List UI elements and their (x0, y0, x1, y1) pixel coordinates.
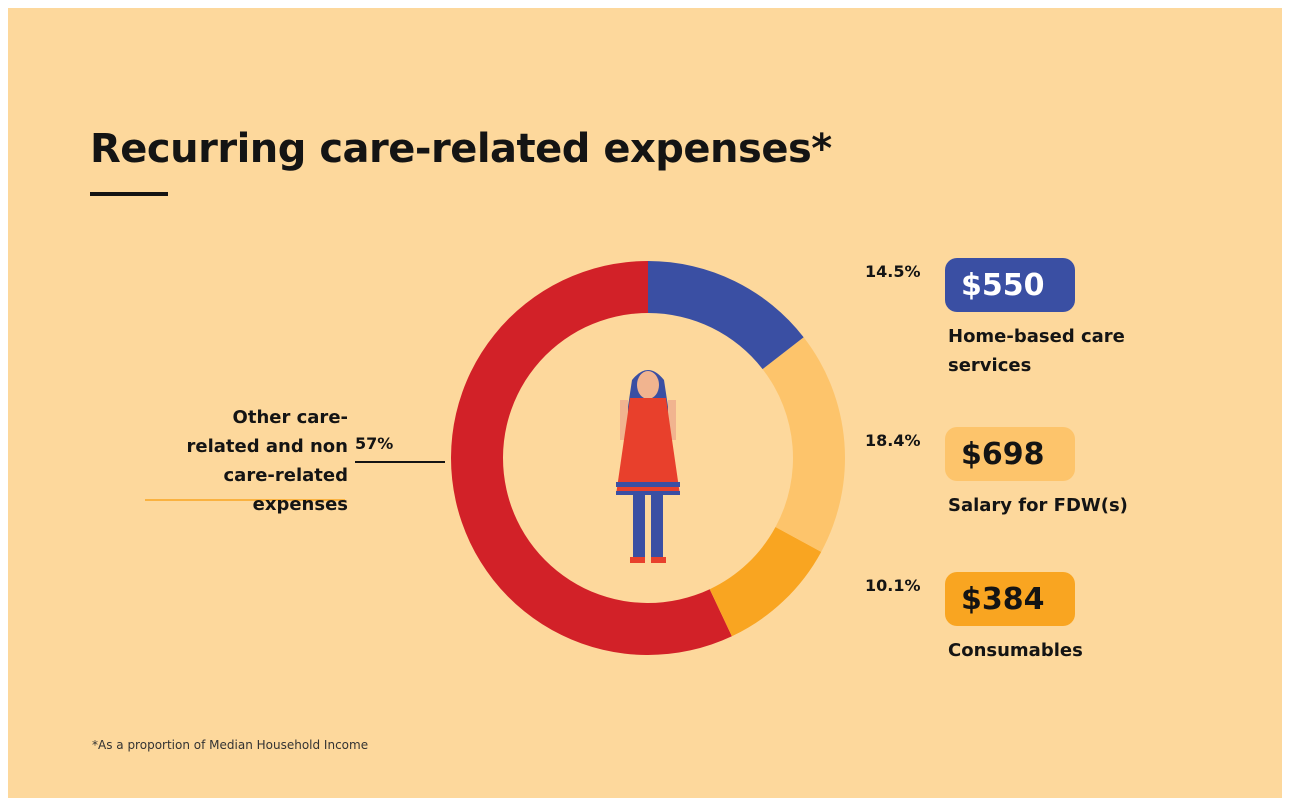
category-label: Salary for FDW(s) (948, 491, 1208, 520)
amount-badge: $384 (945, 572, 1075, 626)
percent-label: 14.5% (865, 262, 921, 281)
percent-label: 57% (355, 434, 393, 453)
donut-slice (648, 261, 804, 369)
amount-badge: $698 (945, 427, 1075, 481)
category-label: Consumables (948, 636, 1208, 665)
person-illustration (616, 370, 680, 563)
donut-slice (451, 261, 732, 655)
percent-label: 18.4% (865, 431, 921, 450)
amount-badge: $550 (945, 258, 1075, 312)
category-label: Other care-related and non care-related … (168, 403, 348, 519)
category-label: Home-based care services (948, 322, 1138, 380)
donut-slice (710, 527, 821, 636)
donut-slice (763, 337, 845, 552)
percent-label: 10.1% (865, 576, 921, 595)
page: {"chart_data": {"type": "donut", "title"… (0, 0, 1290, 806)
